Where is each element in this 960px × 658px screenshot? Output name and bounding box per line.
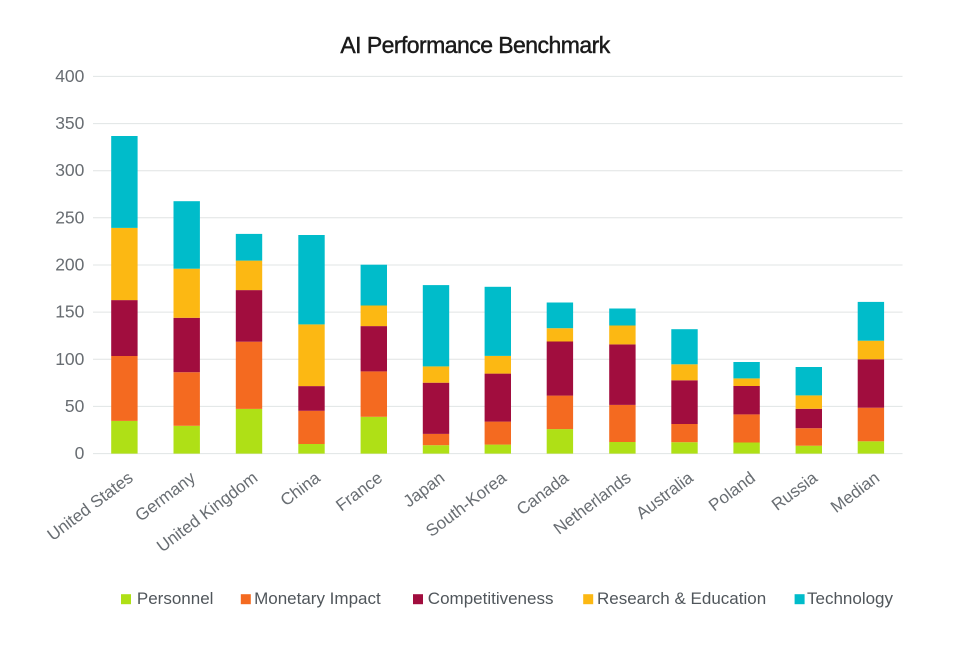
svg-text:300: 300 [55,160,84,180]
svg-text:50: 50 [65,396,85,416]
svg-text:Competitiveness: Competitiveness [428,589,554,608]
svg-text:400: 400 [55,66,84,86]
svg-text:200: 200 [55,255,84,275]
svg-text:Personnel: Personnel [137,589,214,608]
svg-text:Research & Education: Research & Education [597,589,766,608]
svg-text:AI Performance Benchmark: AI Performance Benchmark [340,32,610,58]
svg-text:150: 150 [55,302,84,322]
svg-text:0: 0 [75,443,85,463]
svg-text:350: 350 [55,113,84,133]
svg-text:250: 250 [55,207,84,227]
svg-text:Monetary Impact: Monetary Impact [254,589,381,608]
svg-text:100: 100 [55,349,84,369]
svg-text:Technology: Technology [807,589,894,608]
